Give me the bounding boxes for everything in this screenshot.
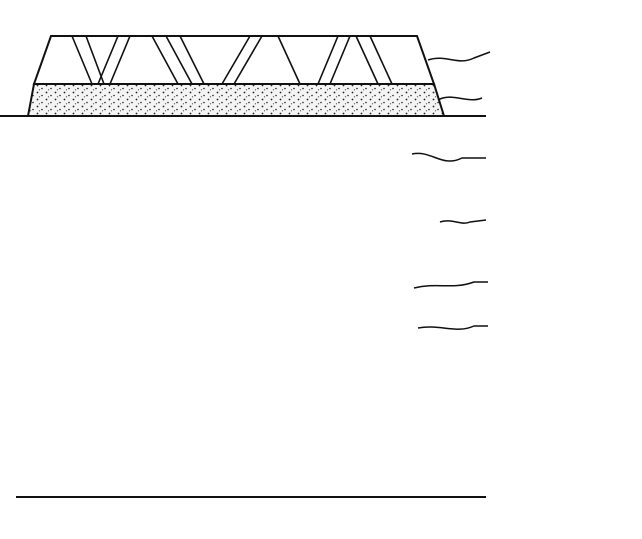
leader-line-5 [413, 281, 488, 289]
leader-line-1 [439, 219, 487, 224]
leader-line-6 [417, 325, 488, 330]
leader-line-4 [427, 51, 491, 62]
leader-line-2 [411, 152, 486, 162]
surcharge-fill [32, 35, 436, 85]
sand-mat [26, 83, 446, 117]
leader-line-3 [437, 96, 483, 101]
